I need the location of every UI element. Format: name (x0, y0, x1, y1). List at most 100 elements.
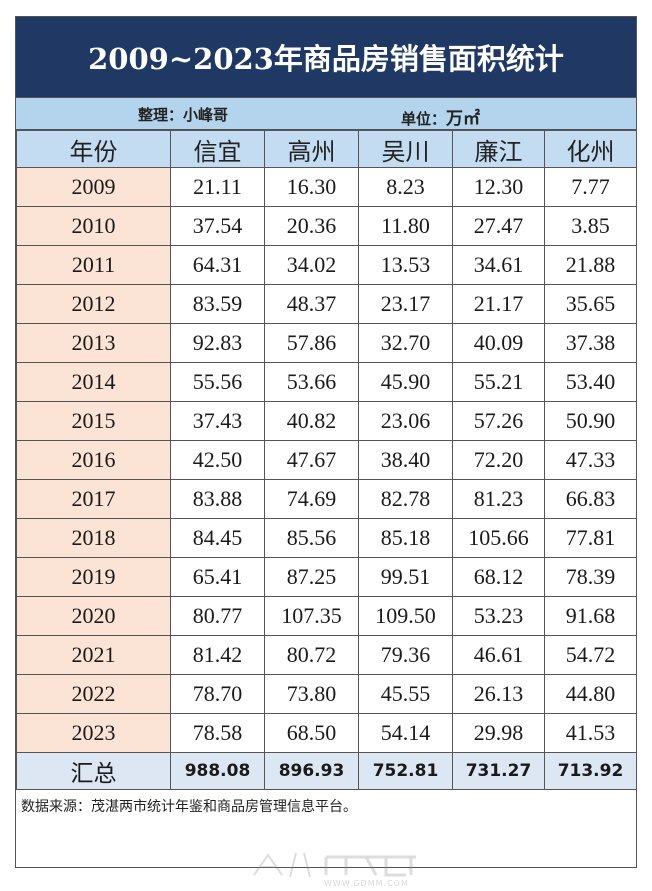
value-cell: 68.50 (264, 713, 359, 753)
year-cell: 2010 (16, 206, 171, 246)
value-cell: 12.30 (452, 167, 545, 207)
value-cell: 74.69 (264, 479, 359, 519)
year-cell: 2014 (16, 362, 171, 402)
value-cell: 78.70 (170, 674, 265, 714)
value-cell: 81.42 (170, 635, 265, 675)
value-cell: 34.02 (264, 245, 359, 285)
value-cell: 40.09 (452, 323, 545, 363)
table-row: 2019 65.41 87.25 99.51 68.12 78.39 (16, 557, 637, 597)
table-header-row: 年份 信宜 高州 吴川 廉江 化州 (16, 130, 637, 168)
value-cell: 79.36 (358, 635, 453, 675)
value-cell: 20.36 (264, 206, 359, 246)
value-cell: 13.53 (358, 245, 453, 285)
year-cell: 2017 (16, 479, 171, 519)
table-row: 2010 37.54 20.36 11.80 27.47 3.85 (16, 206, 637, 246)
value-cell: 37.38 (544, 323, 637, 363)
table-row: 2020 80.77 107.35 109.50 53.23 91.68 (16, 596, 637, 636)
year-cell: 2020 (16, 596, 171, 636)
statistics-sheet: 2009~2023年商品房销售面积统计 整理：小峰哥 单位：万㎡ 年份 信宜 高… (15, 16, 637, 888)
table-row: 2021 81.42 80.72 79.36 46.61 54.72 (16, 635, 637, 675)
unit-label: 单位：万㎡ (401, 104, 480, 129)
value-cell: 99.51 (358, 557, 453, 597)
table-row: 2014 55.56 53.66 45.90 55.21 53.40 (16, 362, 637, 402)
value-cell: 105.66 (452, 518, 545, 558)
sheet-title: 2009~2023年商品房销售面积统计 (16, 17, 636, 97)
total-value-cell: 731.27 (452, 752, 545, 790)
value-cell: 78.58 (170, 713, 265, 753)
table-row: 2023 78.58 68.50 54.14 29.98 41.53 (16, 713, 637, 753)
info-bar: 整理：小峰哥 单位：万㎡ (16, 97, 636, 130)
value-cell: 21.11 (170, 167, 265, 207)
year-cell: 2016 (16, 440, 171, 480)
value-cell: 3.85 (544, 206, 637, 246)
table-row: 2017 83.88 74.69 82.78 81.23 66.83 (16, 479, 637, 519)
value-cell: 64.31 (170, 245, 265, 285)
table-body: 2009 21.11 16.30 8.23 12.30 7.77 2010 37.54 20.3… (16, 167, 637, 790)
watermark-logo-graphic (253, 852, 416, 878)
value-cell: 41.53 (544, 713, 637, 753)
value-cell: 53.40 (544, 362, 637, 402)
value-cell: 34.61 (452, 245, 545, 285)
value-cell: 92.83 (170, 323, 265, 363)
column-header-gaozhou: 高州 (264, 130, 359, 168)
column-header-xinyi: 信宜 (170, 130, 265, 168)
year-cell: 2019 (16, 557, 171, 597)
value-cell: 65.41 (170, 557, 265, 597)
value-cell: 72.20 (452, 440, 545, 480)
year-cell: 2011 (16, 245, 171, 285)
value-cell: 84.45 (170, 518, 265, 558)
value-cell: 21.88 (544, 245, 637, 285)
table-row: 2018 84.45 85.56 85.18 105.66 77.81 (16, 518, 637, 558)
value-cell: 23.06 (358, 401, 453, 441)
value-cell: 77.81 (544, 518, 637, 558)
value-cell: 80.72 (264, 635, 359, 675)
value-cell: 45.90 (358, 362, 453, 402)
value-cell: 85.18 (358, 518, 453, 558)
value-cell: 23.17 (358, 284, 453, 324)
value-cell: 83.88 (170, 479, 265, 519)
value-cell: 73.80 (264, 674, 359, 714)
value-cell: 81.23 (452, 479, 545, 519)
year-cell: 2013 (16, 323, 171, 363)
value-cell: 11.80 (358, 206, 453, 246)
total-value-cell: 752.81 (358, 752, 453, 790)
column-header-huazhou: 化州 (544, 130, 637, 168)
value-cell: 45.55 (358, 674, 453, 714)
value-cell: 78.39 (544, 557, 637, 597)
value-cell: 21.17 (452, 284, 545, 324)
table-row: 2012 83.59 48.37 23.17 21.17 35.65 (16, 284, 637, 324)
year-cell: 2022 (16, 674, 171, 714)
value-cell: 47.67 (264, 440, 359, 480)
value-cell: 40.82 (264, 401, 359, 441)
table-row: 2022 78.70 73.80 45.55 26.13 44.80 (16, 674, 637, 714)
value-cell: 54.14 (358, 713, 453, 753)
total-row: 汇总 988.08 896.93 752.81 731.27 713.92 (16, 752, 637, 790)
value-cell: 91.68 (544, 596, 637, 636)
value-cell: 38.40 (358, 440, 453, 480)
value-cell: 26.13 (452, 674, 545, 714)
value-cell: 50.90 (544, 401, 637, 441)
year-cell: 2021 (16, 635, 171, 675)
total-value-cell: 896.93 (264, 752, 359, 790)
value-cell: 85.56 (264, 518, 359, 558)
value-cell: 29.98 (452, 713, 545, 753)
value-cell: 82.78 (358, 479, 453, 519)
value-cell: 27.47 (452, 206, 545, 246)
year-cell: 2018 (16, 518, 171, 558)
value-cell: 47.33 (544, 440, 637, 480)
year-cell: 2015 (16, 401, 171, 441)
value-cell: 16.30 (264, 167, 359, 207)
value-cell: 68.12 (452, 557, 545, 597)
column-header-year: 年份 (16, 130, 171, 168)
value-cell: 83.59 (170, 284, 265, 324)
column-header-lianjiang: 廉江 (452, 130, 545, 168)
value-cell: 7.77 (544, 167, 637, 207)
unit-value: 万㎡ (446, 109, 481, 129)
value-cell: 57.86 (264, 323, 359, 363)
value-cell: 57.26 (452, 401, 545, 441)
value-cell: 46.61 (452, 635, 545, 675)
value-cell: 109.50 (358, 596, 453, 636)
total-value-cell: 988.08 (170, 752, 265, 790)
value-cell: 37.54 (170, 206, 265, 246)
table-row: 2013 92.83 57.86 32.70 40.09 37.38 (16, 323, 637, 363)
